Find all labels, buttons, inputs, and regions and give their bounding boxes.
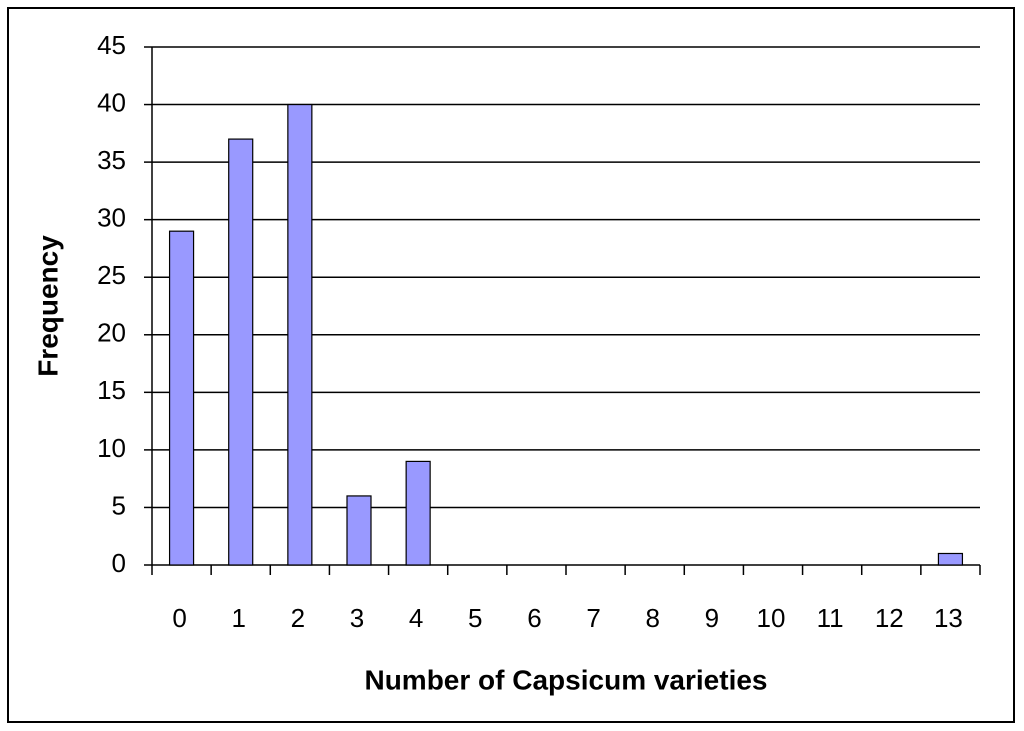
x-tick-label: 11 bbox=[817, 603, 844, 633]
chart-border bbox=[7, 7, 1015, 723]
x-tick-label: 12 bbox=[875, 603, 904, 633]
x-tick-label: 0 bbox=[172, 603, 186, 633]
x-tick-label: 9 bbox=[705, 603, 719, 633]
y-tick-label: 40 bbox=[97, 87, 126, 117]
x-tick-label: 13 bbox=[934, 603, 963, 633]
x-tick-label: 2 bbox=[291, 603, 305, 633]
y-tick-label: 5 bbox=[112, 490, 126, 520]
x-tick-label: 5 bbox=[468, 603, 482, 633]
bar bbox=[228, 138, 254, 566]
x-tick-label: 1 bbox=[231, 603, 245, 633]
y-tick-label: 35 bbox=[97, 145, 126, 175]
x-tick-label: 7 bbox=[586, 603, 600, 633]
y-tick-label: 45 bbox=[97, 30, 126, 60]
x-axis-title: Number of Capsicum varieties bbox=[364, 664, 767, 695]
x-tick-label: 3 bbox=[350, 603, 364, 633]
bar bbox=[287, 103, 313, 566]
x-tick-label: 4 bbox=[409, 603, 423, 633]
y-tick-label: 25 bbox=[97, 260, 126, 290]
y-tick-label: 30 bbox=[97, 203, 126, 233]
bar bbox=[937, 552, 964, 566]
y-tick-label: 0 bbox=[112, 548, 126, 578]
x-tick-label: 10 bbox=[757, 603, 786, 633]
bar bbox=[405, 460, 431, 566]
bar bbox=[168, 230, 195, 566]
y-tick-label: 20 bbox=[97, 318, 126, 348]
y-axis-title: Frequency bbox=[32, 235, 63, 377]
bar bbox=[346, 495, 372, 566]
x-tick-label: 6 bbox=[527, 603, 541, 633]
y-tick-label: 15 bbox=[97, 375, 126, 405]
x-tick-label: 8 bbox=[645, 603, 659, 633]
y-tick-label: 10 bbox=[97, 433, 126, 463]
